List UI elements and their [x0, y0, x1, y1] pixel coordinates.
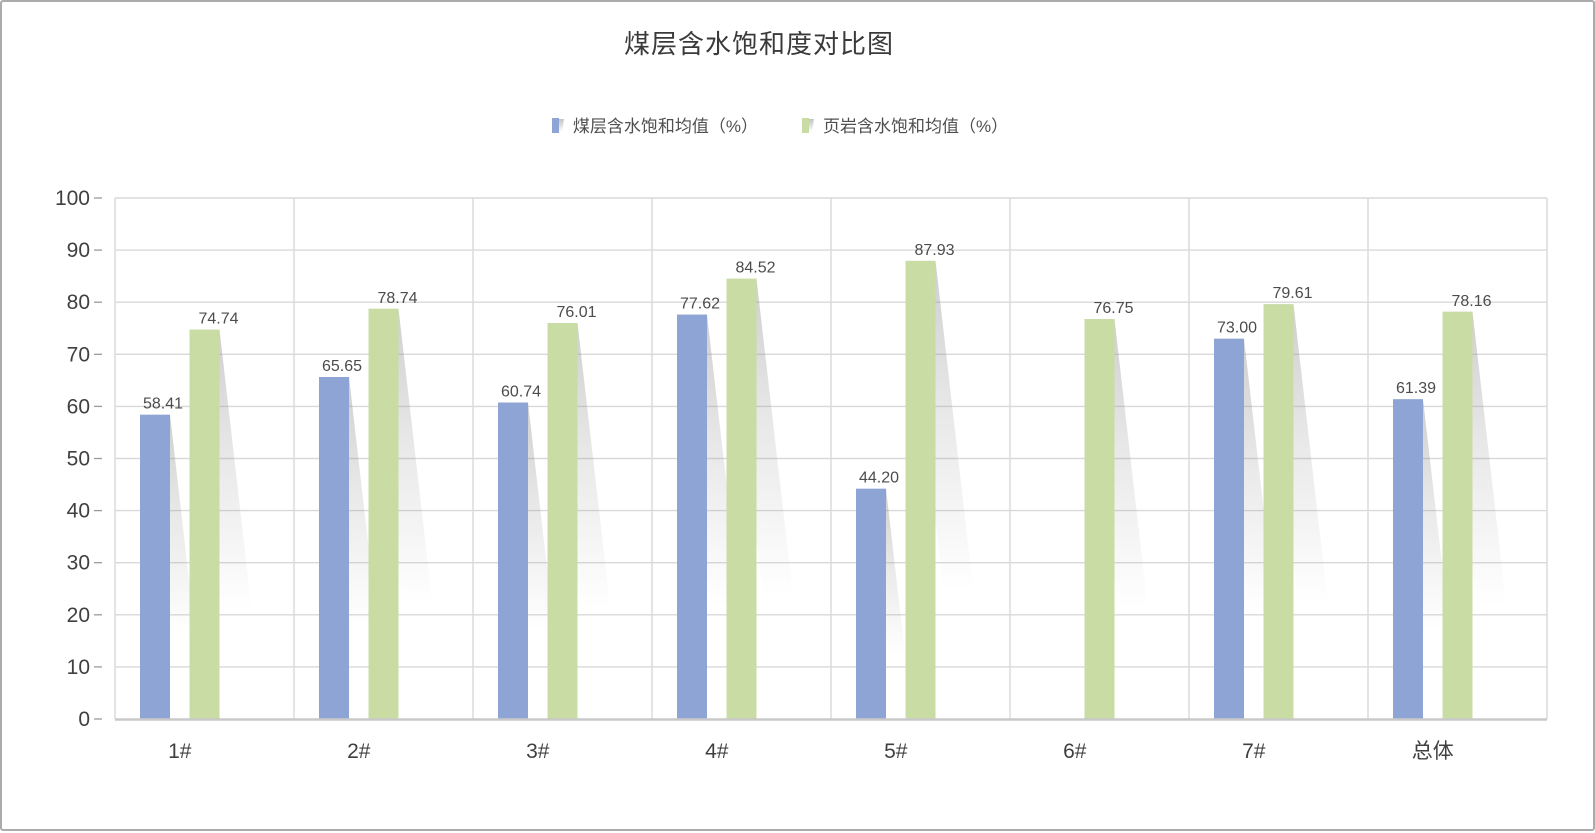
bar[interactable]: [677, 314, 707, 719]
bar[interactable]: [368, 308, 399, 719]
x-axis-label: 4#: [705, 740, 729, 763]
bar-value-label: 73.00: [1217, 320, 1257, 337]
bar[interactable]: [189, 329, 220, 719]
bar[interactable]: [1442, 311, 1473, 719]
bar-value-label: 65.65: [322, 358, 362, 375]
x-axis-label: 6#: [1063, 740, 1087, 763]
x-axis-label: 3#: [526, 740, 550, 763]
shale-series-marker-icon: [802, 117, 815, 133]
bar[interactable]: [1263, 304, 1294, 719]
legend-item-coal-series[interactable]: 煤层含水饱和均值（%）: [551, 112, 758, 137]
bar-value-label: 78.16: [1451, 293, 1491, 310]
legend-label-shale-series: 页岩含水饱和均值（%）: [823, 117, 1009, 136]
bar[interactable]: [319, 377, 349, 719]
svg-text:10: 10: [67, 656, 90, 679]
bar-value-label: 58.41: [143, 396, 183, 413]
bar[interactable]: [856, 488, 886, 719]
svg-text:30: 30: [67, 552, 90, 575]
x-gridlines: [114, 198, 1548, 719]
bars: [140, 260, 1473, 720]
bar[interactable]: [1084, 319, 1115, 719]
bar-value-label: 87.93: [914, 242, 954, 259]
svg-text:70: 70: [67, 343, 90, 366]
legend-label-coal-series: 煤层含水饱和均值（%）: [572, 117, 758, 136]
svg-text:80: 80: [67, 291, 90, 314]
svg-text:60: 60: [67, 395, 90, 418]
svg-text:40: 40: [67, 500, 90, 523]
svg-text:0: 0: [78, 708, 90, 731]
x-axis-label: 1#: [168, 740, 192, 763]
bar[interactable]: [1393, 399, 1423, 719]
x-axis-label: 2#: [347, 740, 371, 763]
svg-text:20: 20: [67, 604, 90, 627]
svg-text:100: 100: [55, 187, 90, 210]
bar-value-label: 76.75: [1093, 300, 1133, 317]
bar-value-label: 79.61: [1272, 285, 1312, 302]
y-axis-labels: 0 10 20 30 40 50 60 70 80 90 100: [55, 187, 90, 731]
bar-value-label: 60.74: [501, 384, 541, 401]
chart-title: 煤层含水饱和度对比图: [623, 29, 894, 59]
bar[interactable]: [547, 323, 578, 719]
svg-text:90: 90: [67, 239, 90, 262]
x-axis-labels: 1# 2# 3# 4# 5# 6# 7# 总体: [168, 740, 1454, 763]
x-axis-label: 7#: [1242, 740, 1266, 763]
bar-value-label: 76.01: [556, 304, 596, 321]
bar[interactable]: [905, 260, 936, 719]
x-axis-label: 5#: [884, 740, 908, 763]
y-axis-ticks: [94, 197, 102, 720]
svg-text:50: 50: [67, 448, 90, 471]
value-labels: 58.41 74.74 65.65 78.74 60.74 76.01 77.62 84.52…: [143, 242, 1492, 487]
coal-series-marker-icon: [551, 117, 565, 133]
bar-value-label: 78.74: [377, 290, 417, 307]
legend-item-shale-series[interactable]: 页岩含水饱和均值（%）: [802, 112, 1008, 137]
chart-legend: 煤层含水饱和均值（%） 页岩含水饱和均值（%）: [2, 112, 1558, 137]
bar[interactable]: [1214, 338, 1244, 719]
bar[interactable]: [726, 278, 757, 719]
bar[interactable]: [498, 402, 528, 720]
bar[interactable]: [140, 414, 170, 719]
bar-value-label: 44.20: [859, 470, 899, 487]
bar-value-label: 74.74: [198, 311, 238, 328]
x-axis-label: 总体: [1412, 740, 1454, 763]
bar-value-label: 61.39: [1396, 380, 1436, 397]
bar-value-label: 77.62: [680, 296, 720, 313]
bar-value-label: 84.52: [735, 260, 775, 277]
